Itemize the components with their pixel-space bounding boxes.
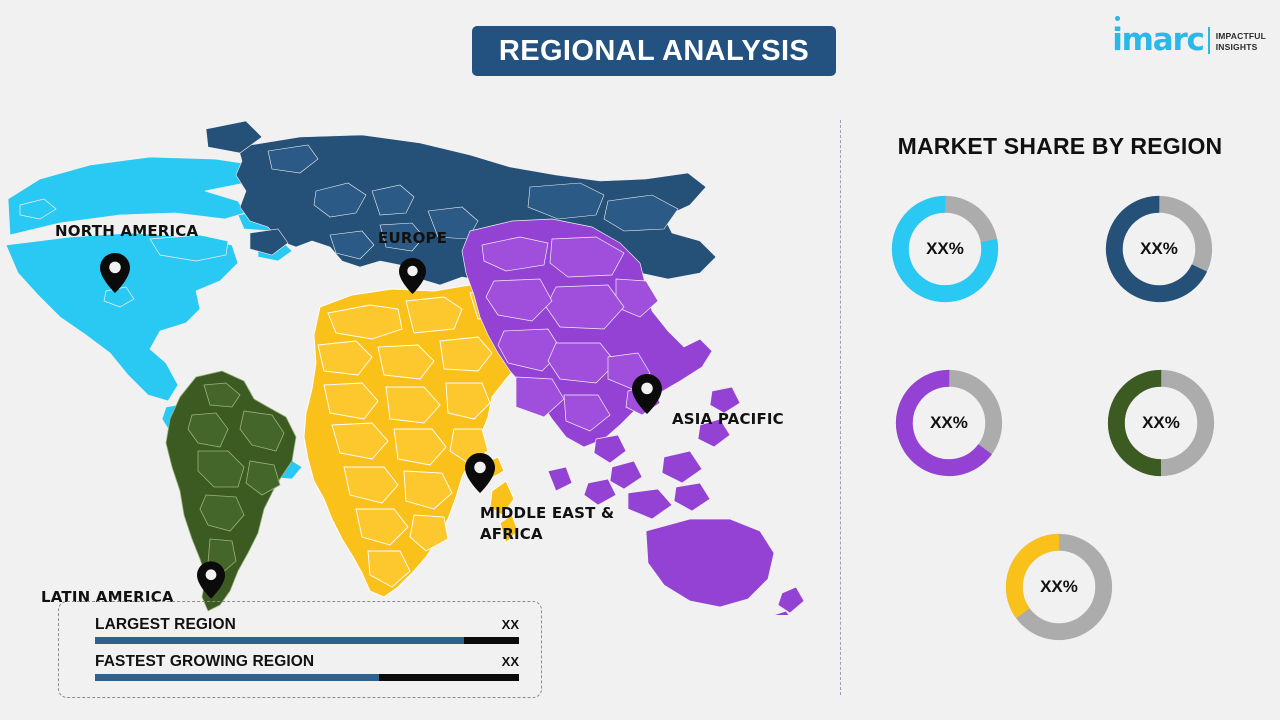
logo-dot-icon [1115, 16, 1121, 21]
logo-divider [1207, 27, 1210, 54]
donut-chart-middle-east-africa: XX% [1000, 528, 1118, 646]
legend-row-head: LARGEST REGION XX [95, 616, 519, 634]
region-legend-box: LARGEST REGION XX FASTEST GROWING REGION… [58, 601, 542, 698]
location-pin-icon [465, 453, 495, 493]
logo-tagline-line1: IMPACTFUL [1215, 31, 1266, 41]
legend-value-largest-region: XX [501, 617, 519, 632]
map-pin-north-america[interactable] [100, 253, 130, 298]
world-map-svg [5, 120, 805, 615]
map-region-middle-east-africa [303, 266, 551, 598]
map-label-europe: EUROPE [378, 229, 448, 247]
map-label-middle-east-africa: MIDDLE EAST & AFRICA [480, 504, 615, 543]
panel-divider [840, 120, 841, 695]
donut-svg [1105, 195, 1213, 303]
map-label-north-america: NORTH AMERICA [55, 222, 199, 240]
location-pin-icon [632, 374, 662, 414]
page-title-banner: REGIONAL ANALYSIS [472, 26, 836, 76]
world-map: NORTH AMERICA EUROPE ASIA PACIFIC MIDDLE… [0, 95, 830, 615]
page-title: REGIONAL ANALYSIS [498, 34, 810, 67]
donut-chart-asia-pacific: XX% [890, 364, 1008, 482]
donut-label-latin-america: XX% [1142, 413, 1180, 432]
donut-label-asia-pacific: XX% [930, 413, 968, 432]
legend-row-fastest-growing-region: FASTEST GROWING REGION XX [95, 653, 519, 681]
legend-bar-largest-region [95, 637, 519, 644]
donut-label-europe: XX% [1140, 239, 1178, 258]
donut-svg [1005, 533, 1113, 641]
location-pin-icon [399, 258, 426, 294]
charts-panel-title: MARKET SHARE BY REGION [897, 133, 1223, 159]
donut-svg [1107, 369, 1215, 477]
location-pin-icon [100, 253, 130, 293]
logo-wordmark-text: imarc [1112, 22, 1205, 58]
logo-wordmark: imarc [1112, 16, 1205, 58]
donut-chart-north-america: XX% [886, 190, 1004, 308]
legend-row-head: FASTEST GROWING REGION XX [95, 653, 519, 671]
map-pin-middle-east-africa[interactable] [465, 453, 495, 498]
legend-label-largest-region: LARGEST REGION [95, 616, 236, 633]
map-pin-europe[interactable] [399, 258, 426, 299]
legend-value-fastest-growing-region: XX [501, 654, 519, 669]
legend-bar-fill [95, 637, 464, 644]
location-pin-icon [197, 561, 225, 599]
map-pin-latin-america[interactable] [197, 561, 225, 604]
legend-bar-fastest-growing-region [95, 674, 519, 681]
logo-tagline: IMPACTFUL INSIGHTS [1216, 31, 1266, 53]
map-pin-asia-pacific[interactable] [632, 374, 662, 419]
map-label-asia-pacific: ASIA PACIFIC [672, 410, 784, 428]
donut-label-middle-east-africa: XX% [1040, 577, 1078, 596]
donut-svg [895, 369, 1003, 477]
donut-chart-europe: XX% [1100, 190, 1218, 308]
donut-svg [891, 195, 999, 303]
donut-chart-latin-america: XX% [1102, 364, 1220, 482]
logo-tagline-line2: INSIGHTS [1215, 42, 1258, 52]
imarc-logo: imarc IMPACTFUL INSIGHTS [1112, 16, 1266, 58]
map-region-latin-america [165, 370, 297, 612]
legend-row-largest-region: LARGEST REGION XX [95, 616, 519, 644]
legend-label-fastest-growing-region: FASTEST GROWING REGION [95, 653, 315, 670]
donut-label-north-america: XX% [926, 239, 964, 258]
legend-bar-fill [95, 674, 380, 681]
